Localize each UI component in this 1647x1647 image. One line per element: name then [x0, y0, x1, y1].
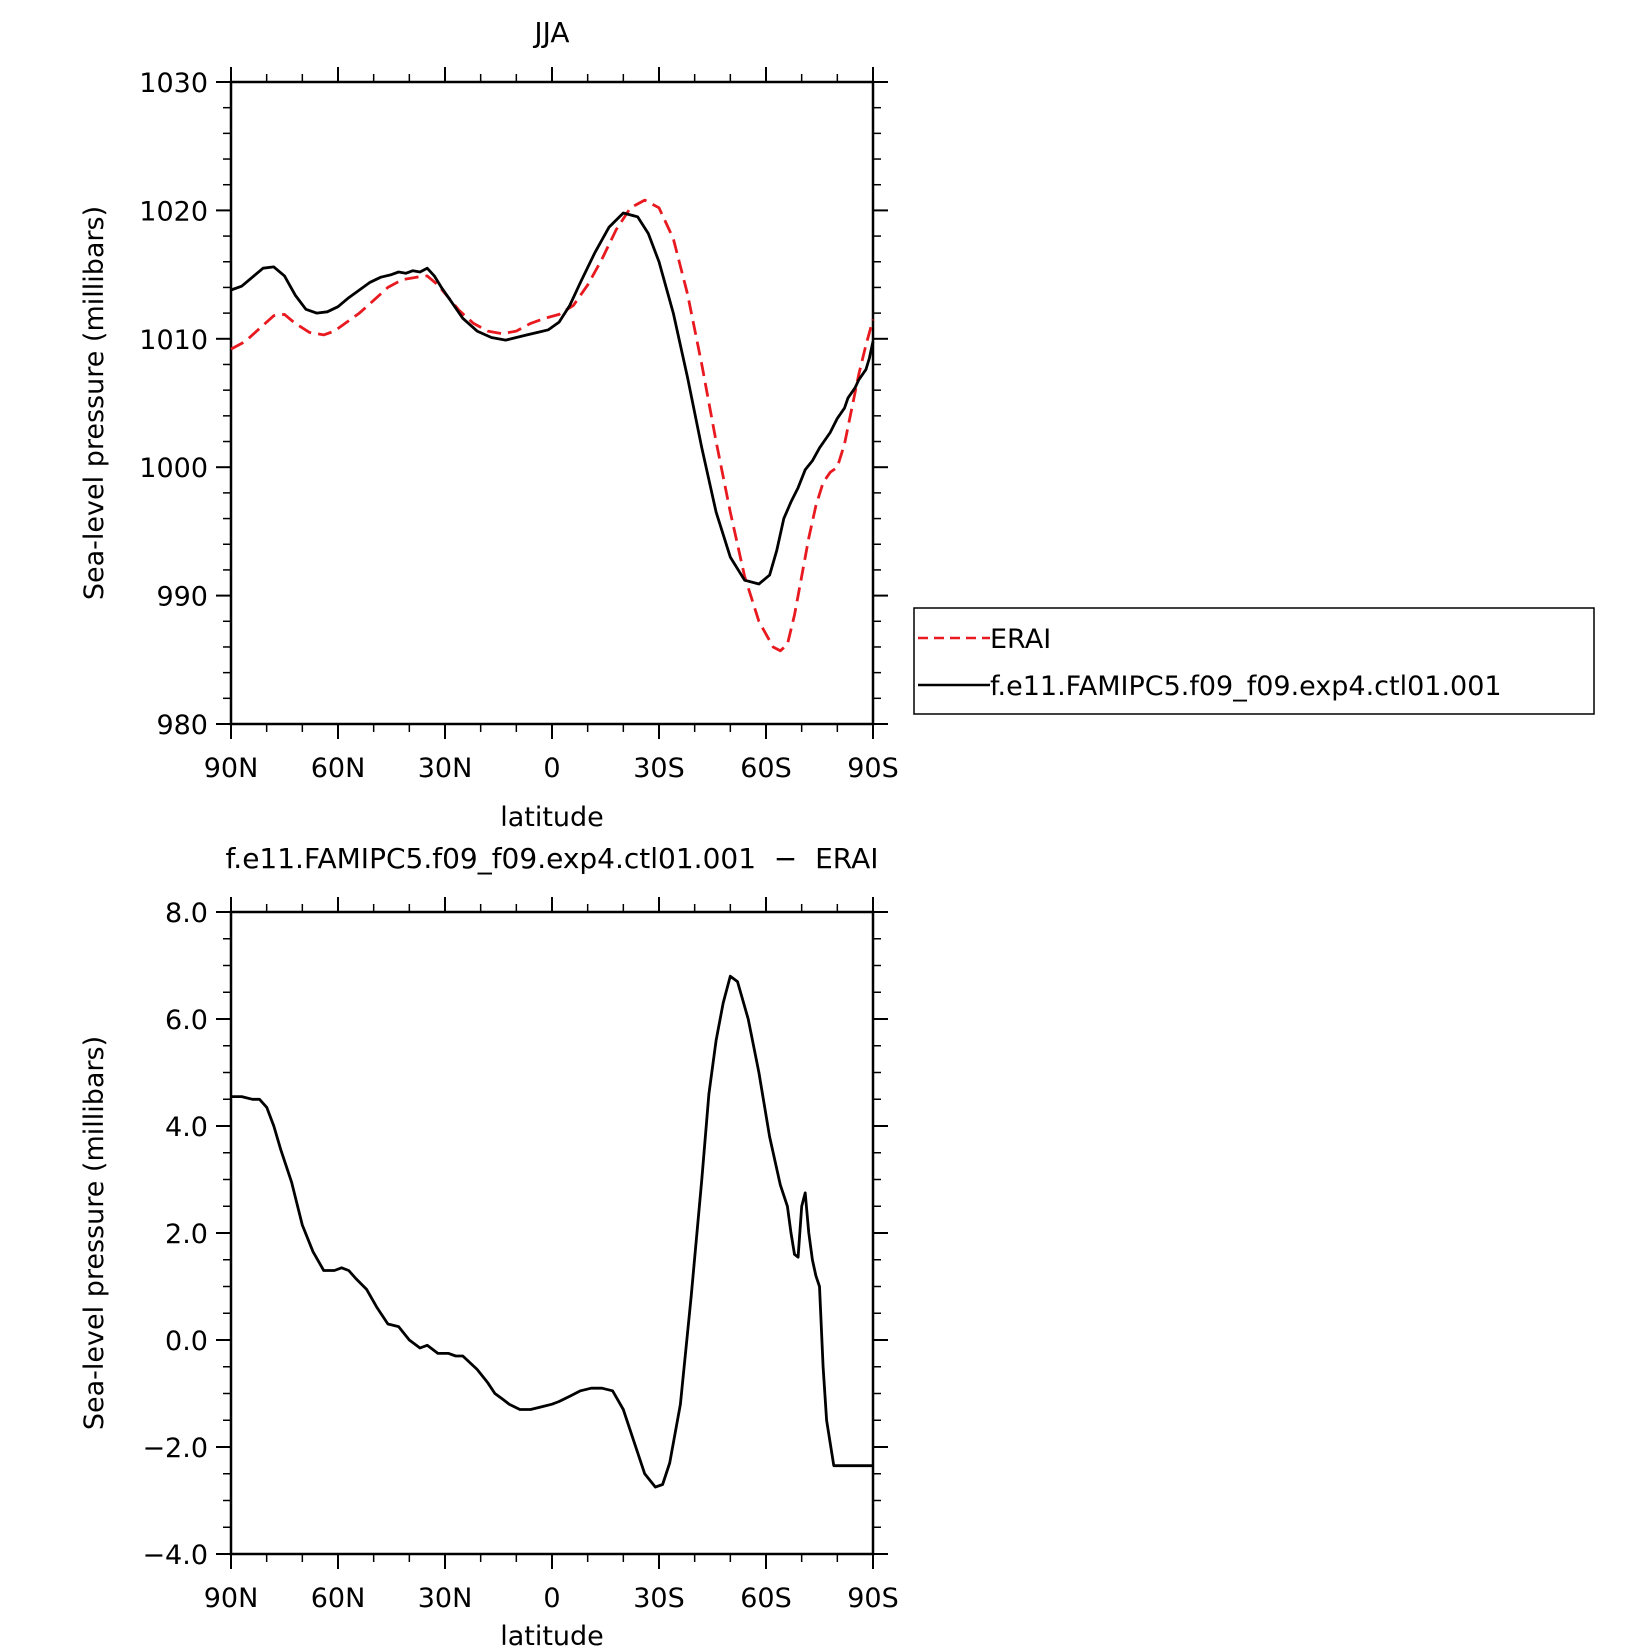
- bottom-x-tick-label: 30N: [418, 1583, 473, 1614]
- top-panel-ylabel: Sea-level pressure (millibars): [79, 206, 110, 600]
- bottom-panel-title: f.e11.FAMIPC5.f09_f09.exp4.ctl01.001 − E…: [225, 842, 878, 875]
- erai-series-line: [230, 198, 875, 653]
- legend: ERAI f.e11.FAMIPC5.f09_f09.exp4.ctl01.00…: [913, 607, 1595, 715]
- top-panel: JJA 90N 60N 30N 0 30S 60S 90S 980 990 1000 1010 102…: [79, 16, 899, 833]
- bottom-x-tick-label: 60S: [740, 1583, 792, 1614]
- top-y-tick-label: 990: [156, 582, 208, 613]
- bottom-y-tick-label: 0.0: [165, 1326, 208, 1357]
- bottom-panel-ticks: 90N 60N 30N 0 30S 60S 90S −4.0 −2.0 0.0 2.0 4.0 6.0 8…: [142, 897, 899, 1614]
- top-x-tick-label: 90N: [204, 753, 259, 784]
- bottom-plot-frame: [229, 910, 875, 1556]
- bottom-y-tick-label: 2.0: [165, 1219, 208, 1250]
- top-x-tick-label: 60S: [740, 753, 792, 784]
- top-panel-series: [230, 198, 875, 653]
- bottom-panel-ylabel: Sea-level pressure (millibars): [79, 1036, 110, 1430]
- bottom-x-tick-label: 90N: [204, 1583, 259, 1614]
- legend-box: [913, 607, 1595, 715]
- bottom-x-tick-label: 0: [543, 1583, 560, 1614]
- bottom-y-tick-label: 4.0: [165, 1112, 208, 1143]
- top-y-tick-label: 1010: [139, 325, 208, 356]
- bottom-x-tick-label: 30S: [633, 1583, 685, 1614]
- legend-label-erai: ERAI: [990, 624, 1051, 655]
- bottom-x-tick-label: 90S: [847, 1583, 899, 1614]
- bottom-panel: f.e11.FAMIPC5.f09_f09.exp4.ctl01.001 − E…: [79, 842, 899, 1647]
- top-panel-title: JJA: [532, 16, 569, 49]
- top-panel-xlabel: latitude: [500, 802, 604, 833]
- top-y-tick-label: 1000: [139, 453, 208, 484]
- top-y-tick-label: 1020: [139, 196, 208, 227]
- top-panel-ticks: 90N 60N 30N 0 30S 60S 90S 980 990 1000 1010 1020 103…: [139, 67, 899, 784]
- top-x-tick-label: 60N: [311, 753, 366, 784]
- bottom-y-tick-label: 6.0: [165, 1005, 208, 1036]
- bottom-y-tick-label: 8.0: [165, 898, 208, 929]
- top-x-tick-label: 30N: [418, 753, 473, 784]
- difference-series-line: [231, 974, 873, 1489]
- bottom-panel-series: [231, 974, 873, 1489]
- model-series-line: [230, 211, 875, 586]
- top-x-tick-label: 0: [543, 753, 560, 784]
- bottom-y-tick-label: −2.0: [142, 1433, 208, 1464]
- top-y-tick-label: 980: [156, 710, 208, 741]
- legend-label-model: f.e11.FAMIPC5.f09_f09.exp4.ctl01.001: [990, 671, 1502, 702]
- top-x-tick-label: 30S: [633, 753, 685, 784]
- top-y-tick-label: 1030: [139, 68, 208, 99]
- top-plot-frame: [229, 80, 875, 726]
- bottom-y-tick-label: −4.0: [142, 1540, 208, 1571]
- bottom-panel-xlabel: latitude: [500, 1621, 604, 1647]
- top-x-tick-label: 90S: [847, 753, 899, 784]
- bottom-x-tick-label: 60N: [311, 1583, 366, 1614]
